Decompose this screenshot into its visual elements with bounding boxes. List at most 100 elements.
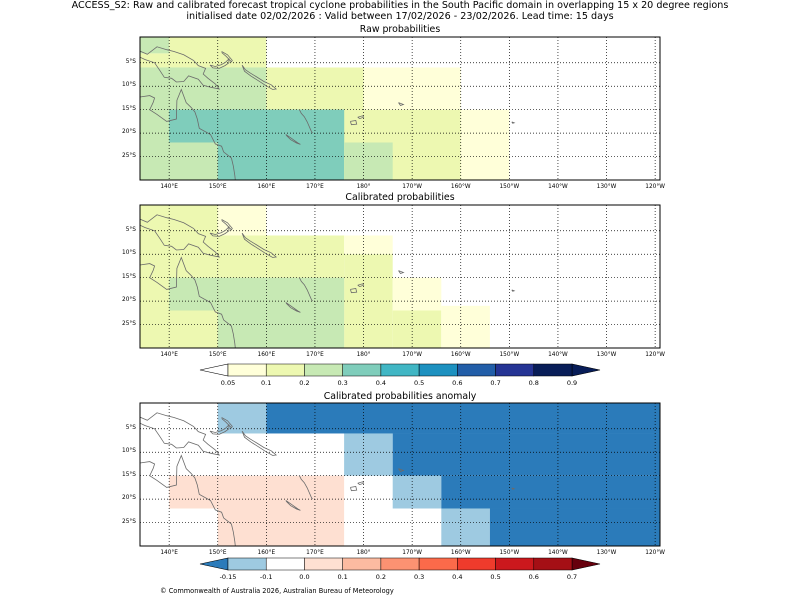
region-cell [441, 508, 490, 546]
longitude-label: 140°W [548, 550, 568, 556]
figure-title-line2: initialised date 02/02/2026 : Valid betw… [186, 11, 614, 22]
probability-colorbar [199, 363, 601, 377]
latitude-label: 20°S [122, 129, 136, 136]
colorbar-segment [418, 557, 458, 571]
fiji-coastline [350, 486, 358, 492]
region-cell [392, 433, 660, 476]
panel-title-raw: Raw probabilities [359, 24, 441, 35]
colorbar-segment [380, 557, 420, 571]
longitude-label: 140°E [160, 184, 178, 190]
colorbar-tick-label: 0.05 [220, 379, 236, 387]
latitude-label: 10°S [122, 82, 136, 89]
latitude-label: 25°S [122, 320, 136, 327]
new-caledonia-coastline [285, 500, 301, 511]
australia-coastline [139, 454, 236, 547]
colorbar-segment [342, 363, 382, 377]
map-frame [139, 36, 661, 181]
colorbar-segment [304, 557, 343, 571]
region-cell [460, 109, 510, 180]
longitude-label: 170°E [306, 550, 324, 556]
vanuatu-coastline [299, 475, 313, 500]
colorbar-segment [533, 363, 573, 377]
region-cell [441, 475, 660, 509]
latitude-label: 15°S [122, 471, 136, 478]
new-guinea-coastline [139, 46, 221, 90]
new-guinea-coastline [139, 412, 221, 456]
latitude-label: 20°S [122, 297, 136, 304]
map-frame [139, 402, 661, 547]
colorbar-tick-label: 0.3 [337, 379, 348, 387]
longitude-label: 140°E [160, 352, 178, 358]
longitude-label: 160°W [450, 550, 471, 556]
colorbar-segment [418, 363, 458, 377]
colorbar-tick-label: 0.1 [337, 573, 348, 581]
new-ireland-coastline [221, 219, 233, 231]
colorbar-tick-label: 0.6 [528, 573, 539, 581]
longitude-label: 130°W [596, 550, 617, 556]
colorbar-tick-label: 0.7 [566, 573, 578, 581]
colorbar-over-triangle [571, 557, 601, 571]
region-cell [392, 310, 442, 348]
fiji-coastline [350, 120, 358, 126]
longitude-label: 130°W [596, 184, 617, 190]
vanuatu-coastline [299, 109, 313, 134]
colorbar-tick-label: 0.6 [452, 379, 463, 387]
figure-title: ACCESS_S2: Raw and calibrated forecast t… [0, 0, 800, 22]
region-cell [392, 277, 442, 311]
longitude-label: 160°E [257, 352, 276, 358]
new-guinea-coastline [139, 214, 221, 258]
panel-title-calibrated: Calibrated probabilities [345, 192, 455, 203]
latitude-label: 5°S [125, 58, 136, 65]
colorbar-segment [457, 363, 496, 377]
fiji-coastline [350, 288, 358, 294]
vanua-levu-coastline [357, 283, 365, 288]
longitude-label: 180° [356, 184, 371, 190]
vanua-levu-coastline [357, 115, 365, 120]
colorbar-tick-label: 0.7 [490, 379, 501, 387]
longitude-label: 180° [356, 550, 371, 556]
region-cell [169, 475, 218, 509]
region-cell [441, 305, 490, 348]
region-cell [344, 235, 393, 255]
longitude-label: 170°E [306, 184, 324, 190]
longitude-label: 150°E [208, 550, 227, 556]
latitude-label: 15°S [122, 105, 136, 112]
longitude-label: 150°W [499, 184, 520, 190]
colorbar-segment [380, 363, 420, 377]
colorbar-tick-label: -0.1 [259, 573, 273, 581]
region-cell [217, 109, 345, 180]
region-cell [140, 53, 170, 68]
longitude-label: 170°W [402, 550, 422, 556]
new-caledonia-coastline [285, 302, 301, 313]
new-ireland-coastline [221, 417, 233, 429]
colorbar-tick-label: 0.1 [261, 379, 272, 387]
colorbar-segment [495, 557, 535, 571]
tahiti-coastline [511, 487, 516, 490]
new-caledonia-coastline [285, 134, 301, 145]
colorbar-under-triangle [199, 557, 229, 571]
colorbar-tick-label: 0.3 [413, 573, 425, 581]
longitude-label: 150°W [499, 352, 520, 358]
samoa-coastline [398, 468, 405, 472]
region-cell [217, 277, 345, 348]
colorbar-tick-label: 0.8 [528, 379, 539, 387]
figure-title-line1: ACCESS_S2: Raw and calibrated forecast t… [71, 0, 729, 11]
colorbar-tick-label: 0.2 [299, 379, 310, 387]
latitude-label: 5°S [125, 226, 136, 233]
longitude-label: 160°E [257, 184, 276, 190]
latitude-label: 25°S [122, 518, 136, 525]
colorbar-tick-label: 0.5 [490, 573, 501, 581]
longitude-label: 180° [356, 352, 371, 358]
longitude-label: 120°W [645, 550, 665, 556]
latitude-label: 5°S [125, 424, 136, 431]
longitude-label: 160°W [450, 184, 471, 190]
colorbar-tick-label: 0.4 [452, 573, 463, 581]
longitude-label: 120°W [645, 184, 665, 190]
colorbar-segment [457, 557, 496, 571]
longitude-label: 140°W [548, 352, 568, 358]
colorbar-segment [533, 557, 573, 571]
colorbar-segment [265, 363, 305, 377]
solomon-islands-coastline [241, 64, 278, 90]
new-britain-coastline [209, 226, 230, 237]
new-britain-coastline [209, 424, 230, 435]
